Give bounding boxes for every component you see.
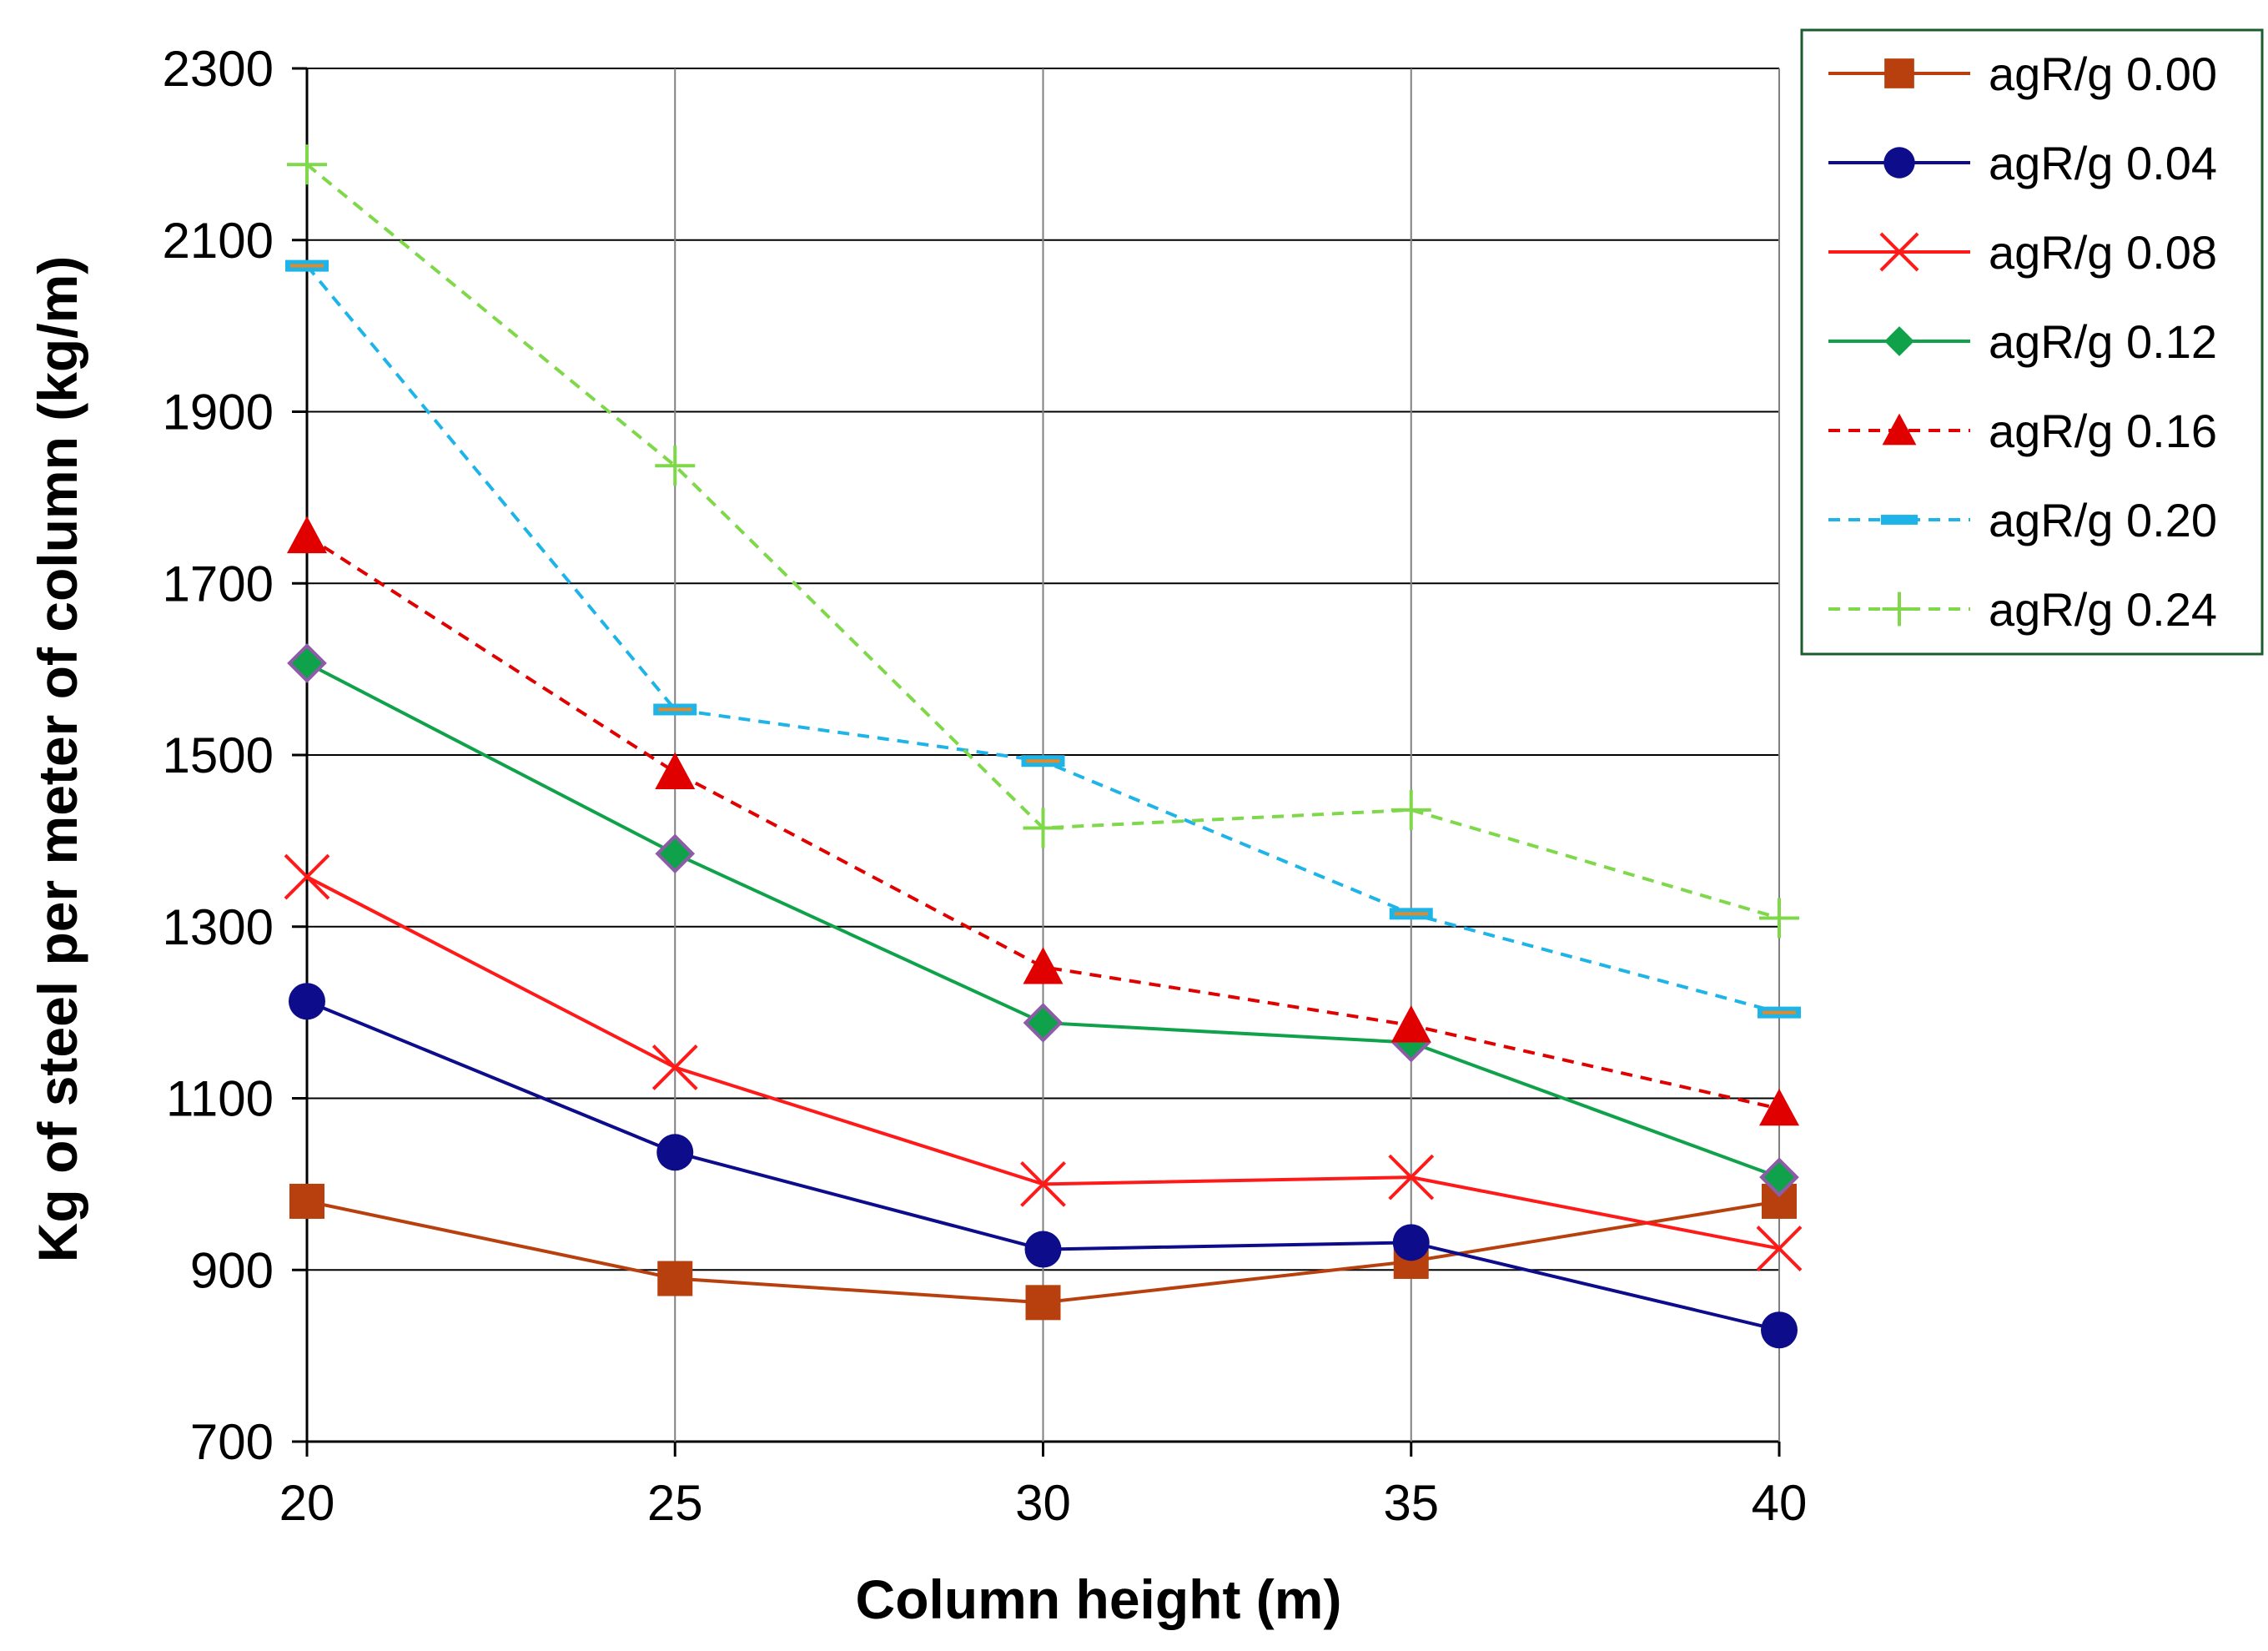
marker-plus <box>1023 808 1064 848</box>
marker-diamond <box>655 833 696 874</box>
x-tick-label: 40 <box>1752 1475 1808 1531</box>
legend-label: agR/g 0.12 <box>1989 315 2217 368</box>
marker-dash <box>1389 908 1433 920</box>
legend-label: agR/g 0.08 <box>1989 226 2217 279</box>
marker-plus <box>1882 591 1917 627</box>
marker-plus <box>655 445 696 486</box>
y-tick-label: 1900 <box>163 385 274 440</box>
series-line <box>305 534 1780 1110</box>
marker-x <box>1388 1154 1435 1200</box>
x-axis-ticks: 20 25 30 35 40 <box>279 1475 1808 1531</box>
legend-item: agR/g 0.20 <box>1828 494 2217 546</box>
y-tick-label: 2300 <box>163 41 274 97</box>
legend-item: agR/g 0.24 <box>1828 583 2217 636</box>
series-layer <box>284 144 1803 1349</box>
marker-x <box>1879 232 1919 272</box>
y-tick-label: 900 <box>190 1242 274 1298</box>
legend-label: agR/g 0.20 <box>1989 494 2217 546</box>
marker-square <box>1025 1285 1061 1321</box>
marker-triangle <box>1882 413 1917 445</box>
series-3 <box>287 643 1799 1197</box>
marker-diamond <box>1759 1157 1799 1197</box>
marker-diamond <box>287 643 327 683</box>
y-tick-label: 1700 <box>163 556 274 612</box>
y-axis-ticks: 700 900 1100 1300 1500 1700 1900 2100 2300 <box>163 41 274 1470</box>
marker-x <box>284 853 330 900</box>
marker-dash <box>285 259 329 272</box>
legend-label: agR/g 0.00 <box>1989 48 2217 100</box>
legend-item: agR/g 0.16 <box>1828 405 2217 457</box>
marker-circle <box>1392 1224 1430 1261</box>
marker-dash <box>1880 515 1918 525</box>
marker-dash-bar <box>1880 515 1918 525</box>
series-1 <box>289 983 1798 1349</box>
x-tick-label: 25 <box>647 1475 703 1531</box>
y-tick-label: 1500 <box>163 727 274 783</box>
series-4 <box>287 516 1799 1126</box>
marker-square <box>657 1261 693 1296</box>
marker-dash <box>1021 755 1065 768</box>
legend-item: agR/g 0.04 <box>1828 137 2217 189</box>
marker-circle <box>1761 1311 1798 1349</box>
y-axis-title: Kg of steel per meter of column (kg/m) <box>27 256 88 1263</box>
marker-square <box>289 1183 324 1219</box>
legend-item: agR/g 0.08 <box>1828 226 2217 279</box>
marker-circle <box>289 983 325 1020</box>
marker-triangle <box>1759 1088 1799 1126</box>
marker-plus <box>1759 898 1799 939</box>
marker-x-stroke <box>1388 1154 1435 1200</box>
legend: agR/g 0.00 agR/g 0.04 agR/g 0.08 agR/g 0.12… <box>1800 28 2264 656</box>
marker-x <box>1020 1160 1066 1207</box>
marker-triangle <box>287 516 327 554</box>
marker-dash <box>1758 1006 1801 1019</box>
marker-triangle <box>1390 1005 1431 1043</box>
y-tick-label: 1100 <box>166 1071 274 1127</box>
marker-x-stroke <box>1020 1160 1066 1207</box>
marker-x <box>1756 1226 1803 1271</box>
y-tick-label: 700 <box>190 1414 274 1470</box>
x-axis-title: Column height (m) <box>856 1568 1342 1630</box>
series-5 <box>285 259 1801 1019</box>
legend-label: agR/g 0.24 <box>1989 583 2217 636</box>
y-tick-label: 2100 <box>163 213 274 269</box>
marker-circle <box>1024 1231 1062 1268</box>
marker-dash <box>653 703 697 716</box>
marker-diamond <box>1884 326 1914 356</box>
marker-x-stroke <box>284 853 330 900</box>
marker-dash-core <box>290 264 324 268</box>
legend-label: agR/g 0.16 <box>1989 405 2217 457</box>
marker-x-stroke <box>1879 232 1919 272</box>
marker-x-stroke <box>651 1044 698 1090</box>
marker-dash-core <box>1026 759 1060 763</box>
series-2 <box>284 853 1803 1271</box>
marker-plus <box>287 144 327 185</box>
x-tick-label: 20 <box>279 1475 335 1531</box>
legend-item: agR/g 0.12 <box>1828 315 2217 368</box>
marker-x-stroke <box>1756 1226 1803 1271</box>
series-6 <box>287 144 1799 939</box>
x-tick-label: 35 <box>1383 1475 1439 1531</box>
marker-circle <box>656 1134 694 1171</box>
marker-dash-core <box>658 707 692 712</box>
marker-diamond <box>1023 1003 1064 1043</box>
marker-triangle <box>1023 947 1064 984</box>
x-tick-label: 30 <box>1015 1475 1071 1531</box>
marker-x <box>651 1044 698 1090</box>
marker-triangle <box>655 752 696 789</box>
series-0 <box>289 1183 1797 1321</box>
legend-item: agR/g 0.00 <box>1828 48 2217 100</box>
marker-plus <box>1390 789 1431 830</box>
marker-circle <box>1883 147 1915 179</box>
marker-square <box>1884 58 1914 88</box>
marker-dash-core <box>1763 1010 1796 1014</box>
y-tick-label: 1300 <box>163 899 274 955</box>
legend-label: agR/g 0.04 <box>1989 137 2217 189</box>
grid-lines <box>292 67 1781 1457</box>
marker-dash-core <box>1394 912 1428 916</box>
